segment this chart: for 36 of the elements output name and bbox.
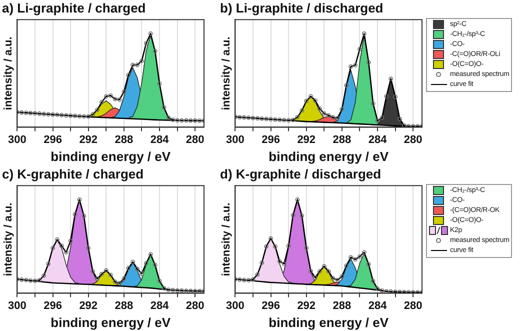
x-tick-label: 296 [262, 134, 280, 146]
x-tick-label: 288 [332, 134, 352, 146]
x-tick-label: 296 [44, 300, 62, 312]
x-tick-label: 288 [114, 134, 134, 146]
y-axis-title: intensity / a.u. [2, 202, 15, 276]
y-axis-title: intensity / a.u. [220, 36, 233, 110]
chart-title: a) Li-graphite / charged [2, 0, 146, 16]
x-tick-label: 288 [332, 300, 352, 312]
x-tick-label: 280 [186, 134, 204, 146]
chart-title: d) K-graphite / discharged [220, 166, 382, 182]
x-tick-label: 300 [226, 300, 244, 312]
x-axis-title: binding energy / eV [268, 148, 389, 164]
x-tick-label: 296 [44, 134, 62, 146]
x-tick-label: 300 [226, 134, 244, 146]
x-tick-label: 292 [297, 300, 316, 312]
chart-title: b) Li-graphite / discharged [220, 0, 384, 16]
x-axis-title: binding energy / eV [50, 314, 171, 330]
x-tick-label: 300 [8, 134, 26, 146]
x-tick-label: 284 [150, 300, 170, 312]
x-axis-title: binding energy / eV [268, 314, 389, 330]
x-tick-label: 284 [368, 134, 388, 146]
x-tick-label: 280 [404, 300, 422, 312]
x-tick-label: 292 [79, 134, 98, 146]
x-tick-label: 284 [150, 134, 170, 146]
x-tick-label: 284 [368, 300, 388, 312]
x-tick-label: 292 [79, 300, 98, 312]
x-axis-title: binding energy / eV [50, 148, 171, 164]
x-tick-label: 292 [297, 134, 316, 146]
y-axis-title: intensity / a.u. [220, 202, 233, 276]
x-tick-label: 280 [186, 300, 204, 312]
y-axis-title: intensity / a.u. [2, 36, 15, 110]
x-tick-label: 280 [404, 134, 422, 146]
x-tick-label: 288 [114, 300, 134, 312]
x-tick-label: 296 [262, 300, 280, 312]
x-tick-label: 300 [8, 300, 26, 312]
chart-title: c) K-graphite / charged [2, 166, 144, 182]
